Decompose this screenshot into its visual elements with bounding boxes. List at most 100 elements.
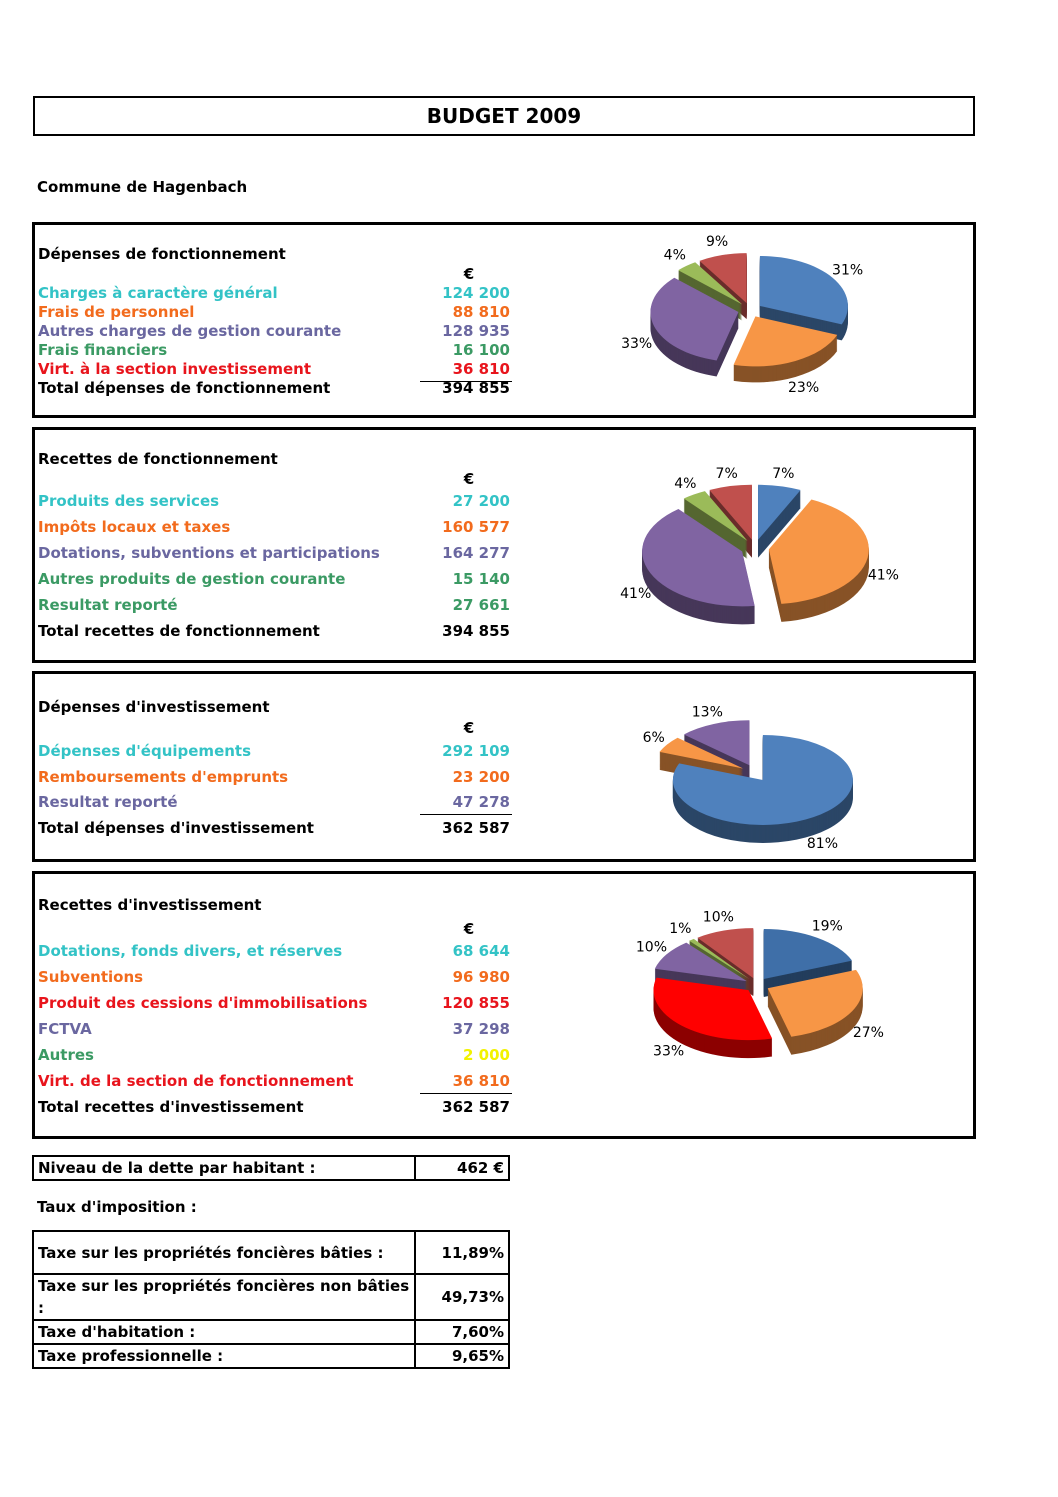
budget-row: Remboursements d'emprunts 23 200 (38, 768, 510, 788)
row-label: FCTVA (38, 1020, 92, 1038)
row-label: Frais financiers (38, 341, 168, 359)
row-value: 160 577 (442, 518, 510, 536)
section-title: Dépenses de fonctionnement (38, 245, 286, 263)
row-value: 96 980 (452, 968, 510, 986)
budget-row: Autres charges de gestion courante 128 9… (38, 322, 510, 342)
budget-row: Resultat reporté 47 278 (38, 793, 512, 815)
pie-slice (653, 977, 773, 1041)
total-label: Total recettes d'investissement (38, 1098, 304, 1116)
page-title: BUDGET 2009 (33, 96, 975, 136)
commune-name: Commune de Hagenbach (37, 178, 248, 196)
row-label: Impôts locaux et taxes (38, 518, 231, 536)
taux-value: 11,89% (414, 1230, 510, 1275)
row-value: 36 810 (452, 1072, 510, 1090)
budget-row: Subventions 96 980 (38, 968, 510, 988)
total-row: Total dépenses de fonctionnement 394 855 (38, 379, 510, 399)
total-row: Total dépenses d'investissement 362 587 (38, 819, 510, 839)
pie-label: 6% (643, 730, 665, 746)
pie-label: 10% (636, 939, 667, 955)
budget-row: Autres 2 000 (38, 1046, 510, 1066)
pie-label: 19% (812, 918, 843, 934)
pie-label: 7% (772, 466, 794, 482)
total-row: Total recettes d'investissement 362 587 (38, 1098, 510, 1118)
pie-slice (709, 484, 752, 540)
debt-label: Niveau de la dette par habitant : (32, 1155, 416, 1181)
pie-label: 33% (621, 336, 652, 352)
total-value: 362 587 (442, 1098, 510, 1116)
pie-label: 41% (620, 586, 651, 602)
budget-row: Dotations, fonds divers, et réserves 68 … (38, 942, 510, 962)
taux-table: Taxe sur les propriétés foncières bâties… (32, 1230, 510, 1369)
taux-label: Taxe sur les propriétés foncières bâties… (32, 1230, 416, 1275)
pie-label: 7% (716, 466, 738, 482)
row-label: Remboursements d'emprunts (38, 767, 289, 786)
pie-label: 31% (832, 263, 863, 279)
row-label: Produits des services (38, 492, 220, 510)
row-label: Produit des cessions d'immobilisations (38, 994, 368, 1012)
budget-row: Resultat reporté 27 661 (38, 596, 510, 616)
pie-slice (683, 720, 750, 766)
pie-label: 4% (664, 248, 686, 264)
total-label: Total recettes de fonctionnement (38, 622, 320, 640)
row-label: Dotations, fonds divers, et réserves (38, 942, 343, 960)
row-value: 68 644 (452, 942, 510, 960)
pie-slice (683, 491, 748, 541)
budget-row: Virt. de la section de fonctionnement 36… (38, 1072, 512, 1094)
row-value: 23 200 (452, 767, 510, 786)
section-title: Recettes de fonctionnement (38, 450, 278, 468)
row-value: 128 935 (442, 322, 510, 340)
budget-row: Virt. à la section investissement 36 810 (38, 360, 512, 382)
row-value: 164 277 (442, 544, 510, 562)
pie-slice (642, 508, 755, 607)
pie-label: 23% (788, 380, 819, 396)
section-title: Recettes d'investissement (38, 896, 262, 914)
pie-slice (733, 316, 838, 367)
row-value: 36 810 (452, 360, 510, 378)
budget-row: Autres produits de gestion courante 15 1… (38, 570, 510, 590)
section-title: Dépenses d'investissement (38, 698, 270, 716)
taux-label: Taxe d'habitation : (32, 1319, 416, 1345)
budget-section: Recettes d'investissement € Dotations, f… (32, 871, 976, 1139)
row-label: Autres charges de gestion courante (38, 322, 342, 340)
pie-slice (650, 277, 739, 361)
debt-value: 462 € (414, 1155, 510, 1181)
pie-slice (678, 262, 743, 305)
total-row: Total recettes de fonctionnement 394 855 (38, 622, 510, 642)
pie-label: 27% (853, 1025, 884, 1041)
budget-section: Dépenses de fonctionnement € Charges à c… (32, 222, 976, 418)
pie-slice (672, 734, 853, 825)
taux-value: 9,65% (414, 1343, 510, 1369)
row-label: Dotations, subventions et participations (38, 544, 380, 562)
row-value: 88 810 (452, 303, 510, 321)
pie-label: 4% (674, 476, 696, 492)
taux-value: 7,60% (414, 1319, 510, 1345)
total-value: 362 587 (442, 818, 510, 837)
row-label: Dépenses d'équipements (38, 742, 252, 760)
row-label: Subventions (38, 968, 144, 986)
row-label: Autres (38, 1046, 94, 1064)
budget-row: Charges à caractère général 124 200 (38, 284, 510, 304)
pie-slice (759, 255, 848, 325)
row-value: 292 109 (442, 742, 510, 760)
row-value: 124 200 (442, 284, 510, 302)
currency-label: € (463, 265, 475, 283)
row-value: 37 298 (452, 1020, 510, 1038)
row-value: 2 000 (463, 1046, 510, 1064)
total-label: Total dépenses d'investissement (38, 818, 314, 837)
budget-section: Dépenses d'investissement € Dépenses d'é… (32, 671, 976, 862)
pie-slice (699, 253, 747, 304)
budget-row: FCTVA 37 298 (38, 1020, 510, 1040)
pie-slice (697, 928, 754, 979)
pie-slice (763, 929, 853, 980)
taux-label: Taxe professionnelle : (32, 1343, 416, 1369)
row-value: 16 100 (452, 341, 510, 359)
row-label: Resultat reporté (38, 596, 178, 614)
budget-row: Produit des cessions d'immobilisations 1… (38, 994, 510, 1014)
total-value: 394 855 (442, 379, 510, 397)
row-value: 27 200 (452, 492, 510, 510)
